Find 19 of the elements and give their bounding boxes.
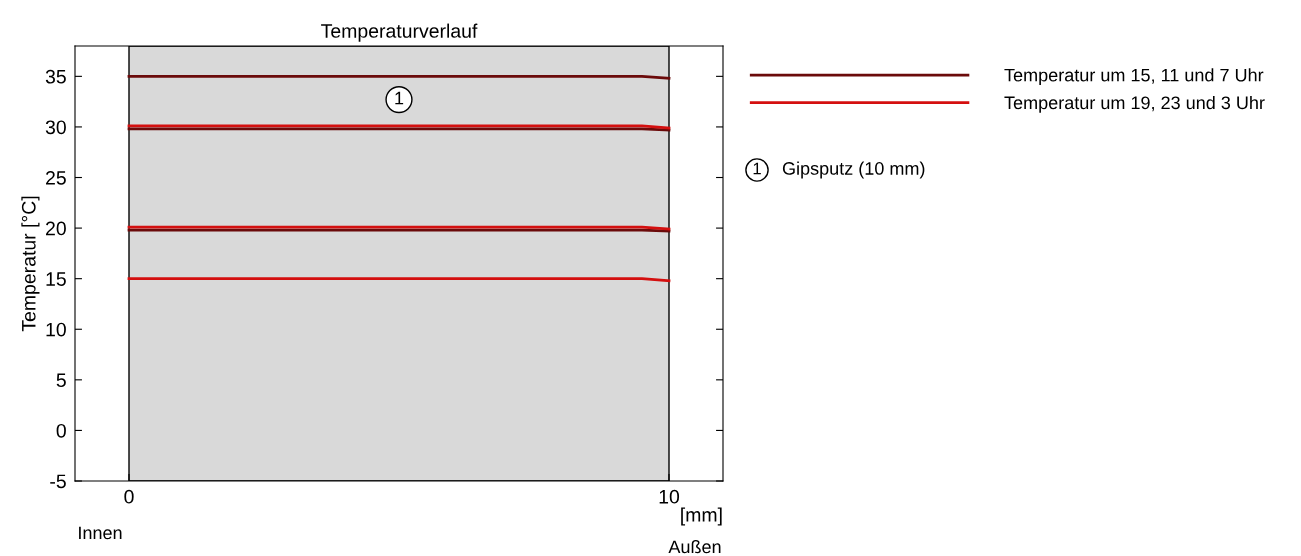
y-tick-label: 15 xyxy=(46,272,66,286)
text: Gipsputz (10 mm) xyxy=(782,161,925,179)
y-axis-title: Temperatur [°C] xyxy=(21,196,40,332)
band-label: 1 xyxy=(395,91,404,105)
y-tick-label: 5 xyxy=(56,373,66,388)
text: 1 xyxy=(753,162,761,175)
y-tick-label: 25 xyxy=(46,170,66,185)
text: Innen xyxy=(79,526,122,540)
chart-title: Temperaturverlauf xyxy=(321,23,478,42)
text: Temperatur um 19, 23 und 3 Uhr xyxy=(1004,95,1265,113)
y-tick-label: 30 xyxy=(45,120,66,135)
y-tick-label: 0 xyxy=(56,423,66,438)
text: Temperatur um 15, 11 und 7 Uhr xyxy=(1004,68,1264,86)
text: Außen xyxy=(668,540,721,554)
y-tick-label: 10 xyxy=(46,322,66,337)
y-tick-label: -5 xyxy=(50,474,66,489)
y-tick-label: 20 xyxy=(46,221,66,236)
y-tick-label: 35 xyxy=(45,69,66,84)
x-axis-title: [mm] xyxy=(681,507,722,526)
